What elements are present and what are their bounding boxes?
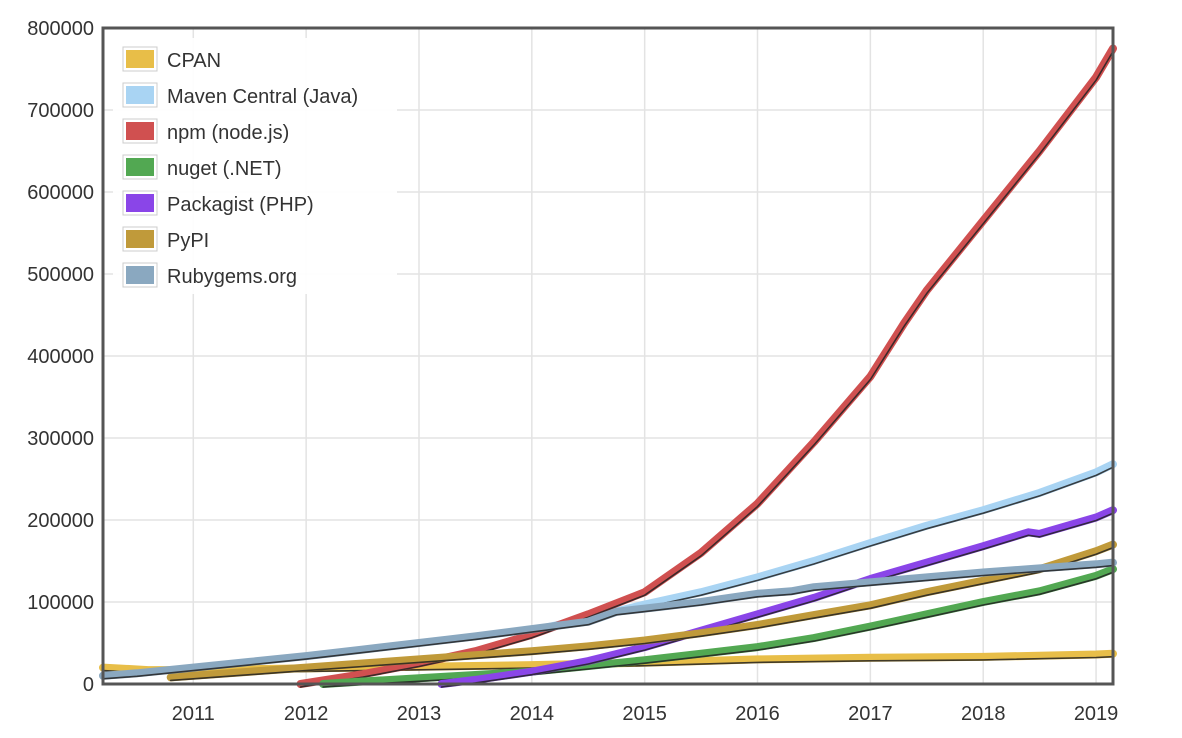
series-shadow <box>440 512 1114 688</box>
y-tick-label: 400000 <box>27 346 94 368</box>
legend-label: Maven Central (Java) <box>167 86 358 108</box>
legend-swatch <box>126 50 154 68</box>
x-tick-label: 2012 <box>284 703 329 725</box>
y-tick-label: 300000 <box>27 428 94 450</box>
x-tick-label: 2013 <box>397 703 442 725</box>
series-line <box>437 506 1117 688</box>
legend-item: Packagist (PHP) <box>122 190 314 216</box>
legend-background <box>113 38 397 294</box>
x-tick-label: 2015 <box>622 703 667 725</box>
legend-label: npm (node.js) <box>167 122 289 144</box>
legend-swatch <box>126 122 154 140</box>
x-tick-label: 2017 <box>848 703 893 725</box>
y-tick-label: 500000 <box>27 264 94 286</box>
y-tick-label: 0 <box>83 674 94 696</box>
series-shadow <box>169 546 1114 682</box>
legend-label: CPAN <box>167 50 221 72</box>
legend-label: PyPI <box>167 230 209 252</box>
x-axis: 2011 2012 2013 2014 2015 2016 2017 2018 2019 <box>172 703 1119 725</box>
x-tick-label: 2018 <box>961 703 1006 725</box>
x-tick-label: 2014 <box>510 703 555 725</box>
series-pypi <box>166 540 1117 682</box>
y-tick-label: 800000 <box>27 18 94 40</box>
series-line <box>319 565 1117 688</box>
y-tick-label: 100000 <box>27 592 94 614</box>
y-axis: 0 100000 200000 300000 400000 500000 600000 700… <box>27 18 94 696</box>
y-tick-label: 200000 <box>27 510 94 532</box>
legend-label: nuget (.NET) <box>167 158 281 180</box>
legend-item: nuget (.NET) <box>122 154 281 180</box>
y-tick-label: 700000 <box>27 100 94 122</box>
legend-swatch <box>126 194 154 212</box>
series-layer <box>99 44 1117 688</box>
legend-item: Maven Central (Java) <box>122 82 358 108</box>
series-rubygems-org <box>99 558 1117 680</box>
legend-swatch <box>126 230 154 248</box>
x-tick-label: 2016 <box>735 703 780 725</box>
series-line <box>99 558 1117 680</box>
legend-label: Rubygems.org <box>167 266 297 288</box>
x-tick-label: 2019 <box>1074 703 1119 725</box>
y-tick-label: 600000 <box>27 182 94 204</box>
legend-swatch <box>126 86 154 104</box>
legend-item: npm (node.js) <box>122 118 289 144</box>
legend-item: CPAN <box>122 46 221 72</box>
series-shadow <box>102 564 1114 680</box>
legend-item: PyPI <box>122 226 209 252</box>
plot-frame <box>101 26 1115 686</box>
legend: CPAN Maven Central (Java) npm (node.js) nug… <box>113 38 397 294</box>
legend-swatch <box>126 266 154 284</box>
legend-item: Rubygems.org <box>122 262 297 288</box>
series-line <box>166 540 1117 682</box>
legend-label: Packagist (PHP) <box>167 194 314 216</box>
series-packagist-php <box>437 506 1117 688</box>
legend-swatch <box>126 158 154 176</box>
x-tick-label: 2011 <box>172 703 215 725</box>
